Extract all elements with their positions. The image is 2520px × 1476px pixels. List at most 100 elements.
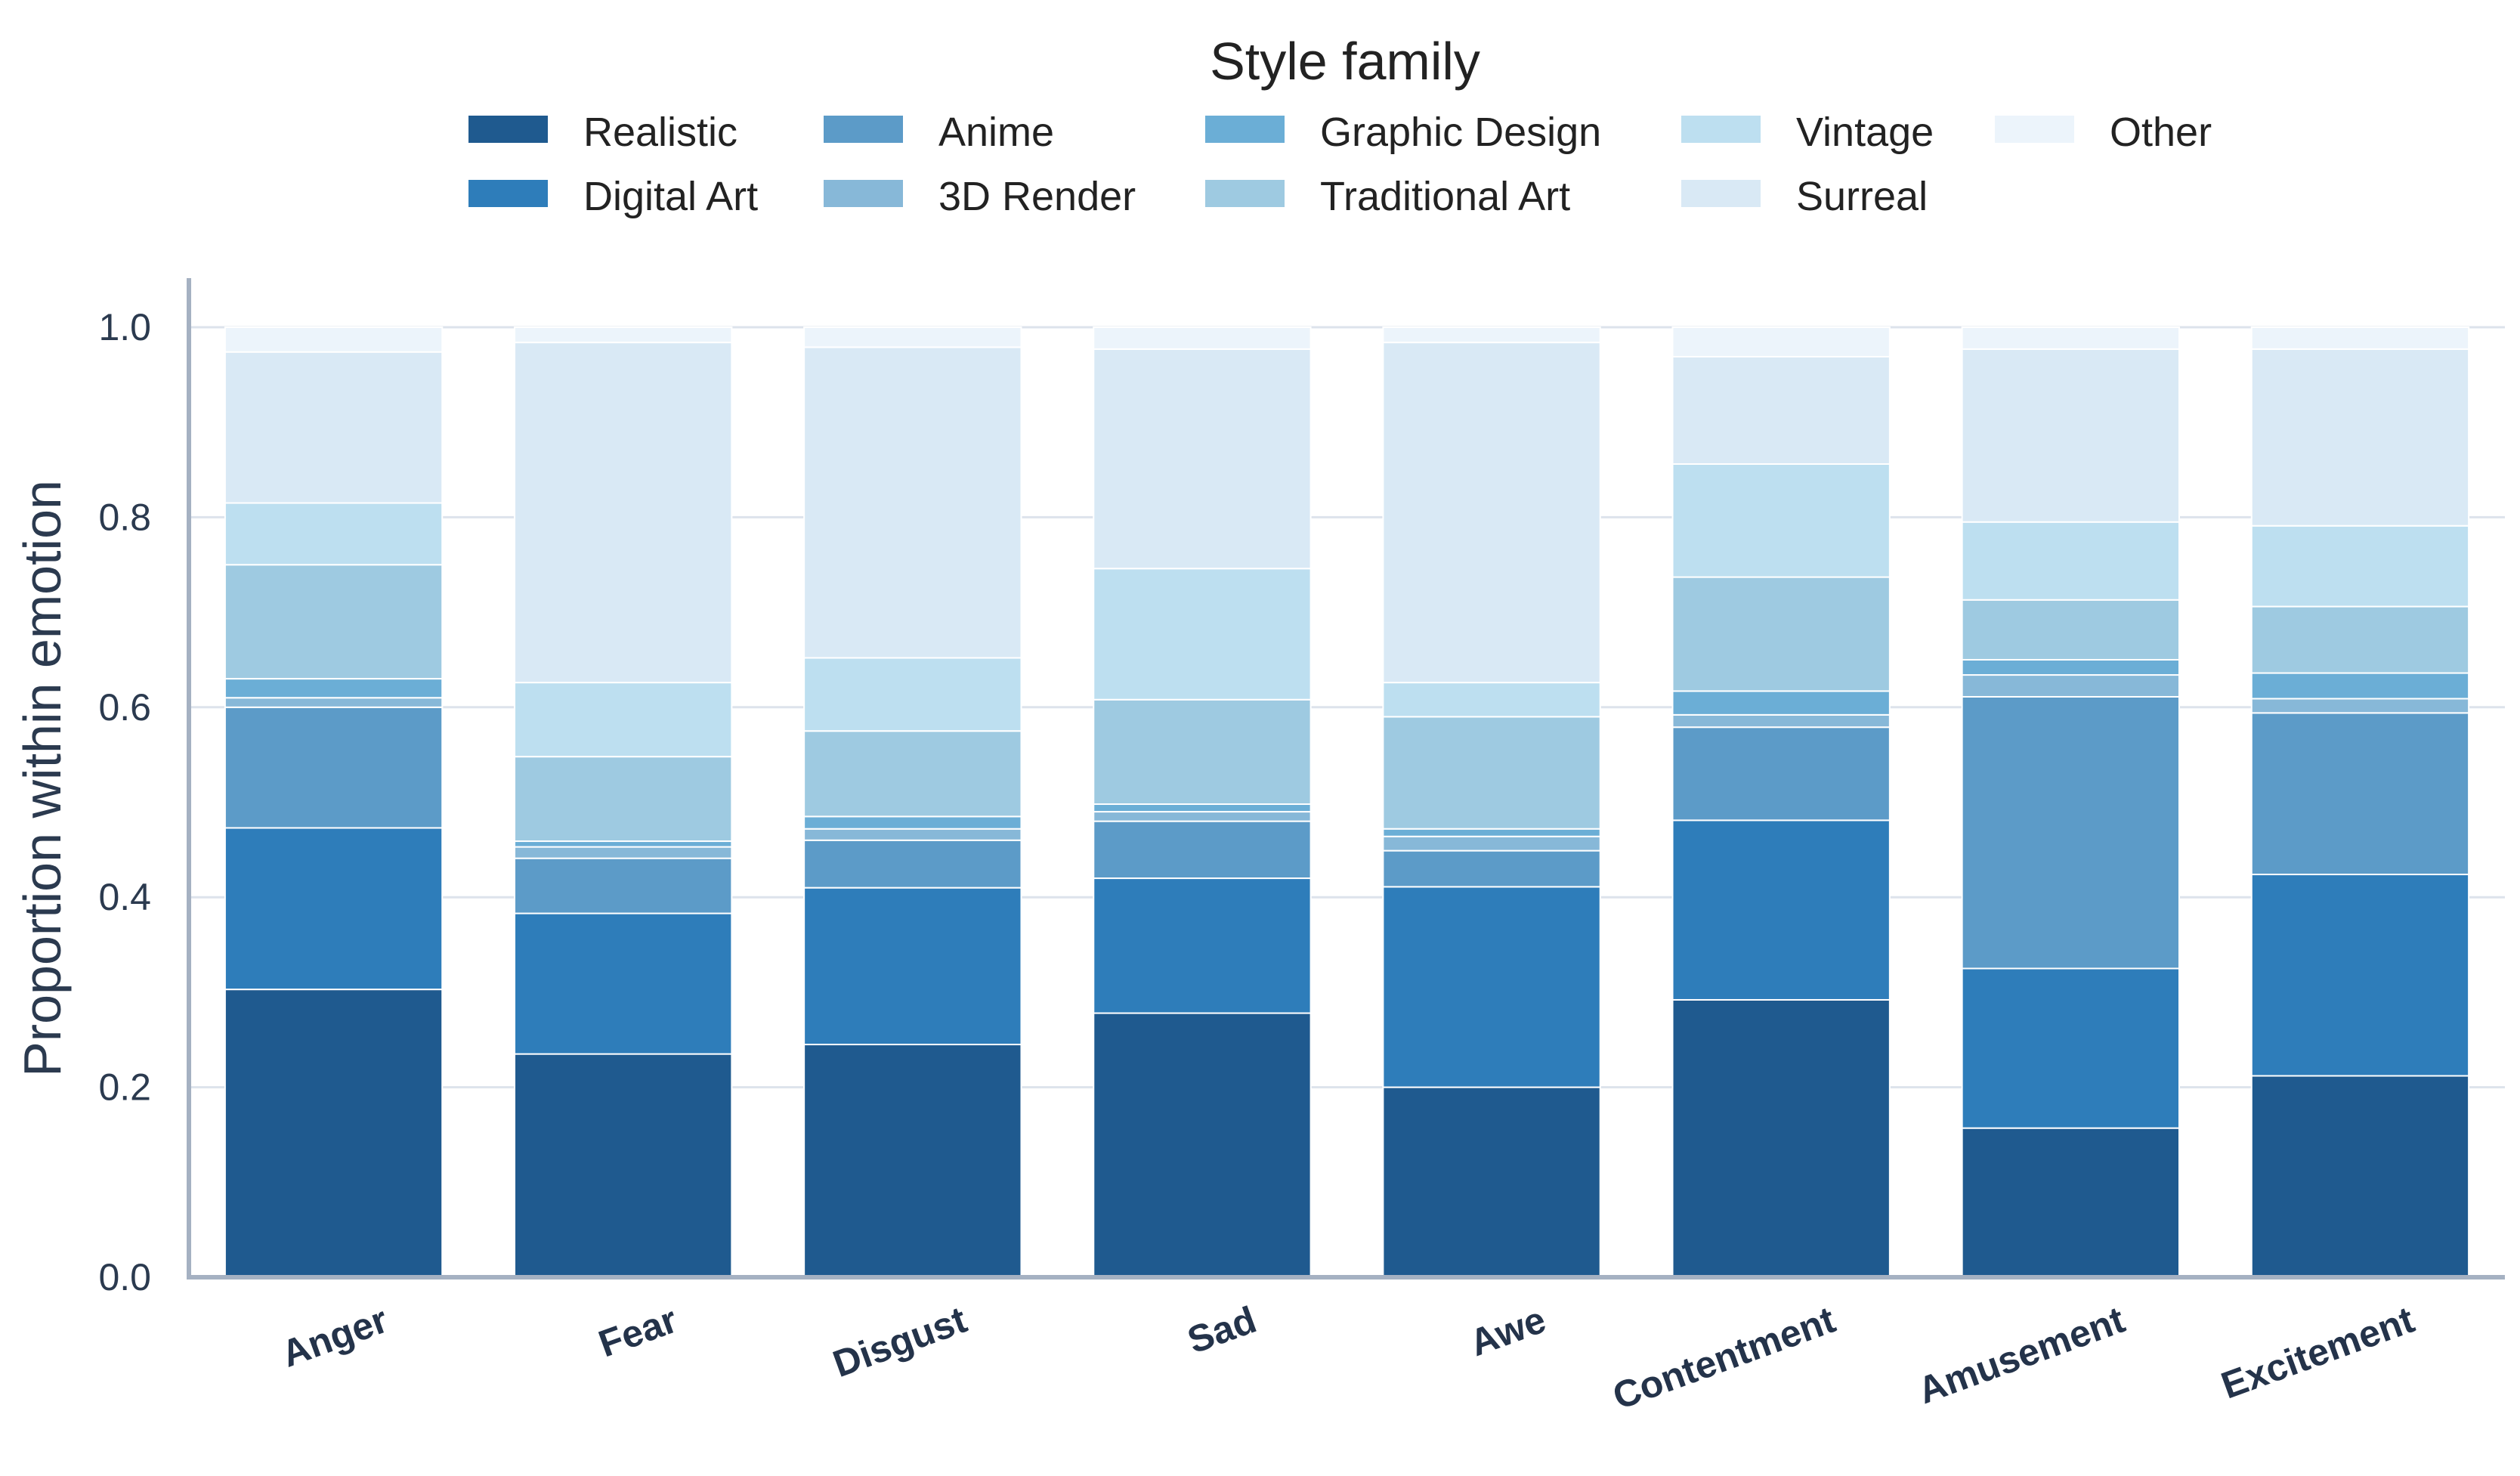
y-axis-label: Proportion within emotion (13, 480, 72, 1077)
bar-segment (1382, 886, 1601, 1088)
bar-segment (514, 1053, 733, 1278)
bar-segment (803, 839, 1022, 889)
bar-segment (1093, 811, 1312, 822)
bar-segment (2250, 712, 2470, 876)
x-tick-label: Contentment (1607, 1298, 1841, 1418)
bar-segment (1671, 326, 1891, 357)
bar-segment (1961, 695, 2180, 970)
bars (224, 326, 2470, 1279)
bar-segment (1382, 716, 1601, 830)
bar-segment (1961, 674, 2180, 698)
bar-segment (224, 502, 444, 566)
legend-label: Realistic (583, 110, 737, 155)
bar-segment (2250, 874, 2470, 1077)
bar-segment (224, 564, 444, 680)
bar-segment (1961, 348, 2180, 523)
bar-segment (1671, 576, 1891, 692)
bar-segment (1382, 849, 1601, 888)
bar-segment (1093, 877, 1312, 1014)
y-tick-label: 0.0 (98, 1256, 151, 1298)
bar-segment (1382, 326, 1601, 344)
bar-segment (224, 326, 444, 353)
x-tick-label: Sad (1182, 1298, 1261, 1362)
legend-label: Surreal (1796, 174, 1928, 219)
bar-segment (514, 342, 733, 684)
bar-segment (514, 840, 733, 848)
bar-segment (2250, 672, 2470, 700)
bar-segment (1093, 698, 1312, 806)
bar-segment (224, 351, 444, 504)
bar-segment (1671, 463, 1891, 578)
bar-segment (1961, 521, 2180, 601)
bar-segment (2250, 605, 2470, 674)
bar-segment (1093, 820, 1312, 880)
bar-segment (1671, 819, 1891, 1001)
legend-swatch (468, 180, 548, 207)
legend-swatch (824, 180, 903, 207)
bar-segment (1961, 599, 2180, 661)
bar-segment (1093, 348, 1312, 570)
bar-segment (803, 1044, 1022, 1279)
x-tick-label: Anger (276, 1298, 393, 1375)
x-tick-labels: Anger Fear Disgust Sad Awe Contentment Amuseme… (276, 1298, 2420, 1418)
bar-segment (224, 706, 444, 829)
bar-segment (1671, 355, 1891, 466)
y-tick-label: 0.8 (98, 496, 151, 538)
legend-label: Anime (938, 110, 1054, 155)
axes (187, 278, 2505, 1280)
legend-swatch (468, 116, 548, 143)
legend-swatch (1205, 180, 1285, 207)
bar-segment (1382, 1086, 1601, 1278)
bar-segment (514, 756, 733, 843)
x-tick-label: Disgust (827, 1298, 972, 1385)
bar-segment (2250, 698, 2470, 714)
legend: Realistic Digital Art Anime 3D Render Graphi… (468, 110, 2212, 219)
bar-segment (1961, 326, 2180, 350)
bar-segment (514, 846, 733, 859)
y-tick-label: 0.4 (98, 876, 151, 918)
bar-segment (2250, 326, 2470, 350)
x-tick-label: Excitement (2215, 1298, 2420, 1407)
y-tick-labels: 0.0 0.2 0.4 0.6 0.8 1.0 (98, 306, 151, 1298)
legend-label: Other (2110, 110, 2212, 155)
bar-segment (1382, 835, 1601, 852)
bar-segment (1382, 682, 1601, 718)
bar-segment (514, 912, 733, 1055)
bar-segment (803, 828, 1022, 841)
bar-segment (803, 815, 1022, 830)
bar-segment (224, 989, 444, 1279)
bar-segment (224, 678, 444, 699)
x-tick-label: Fear (593, 1298, 682, 1366)
x-tick-label: Awe (1464, 1298, 1551, 1364)
bar-segment (803, 657, 1022, 732)
bar-segment (514, 682, 733, 758)
bar-segment (1671, 713, 1891, 729)
bar-segment (1671, 998, 1891, 1279)
bar-segment (2250, 348, 2470, 527)
legend-swatch (1681, 116, 1761, 143)
bar-segment (1093, 568, 1312, 701)
legend-label: 3D Render (938, 174, 1136, 219)
bar-segment (803, 730, 1022, 818)
y-tick-label: 1.0 (98, 306, 151, 348)
bar-segment (2250, 524, 2470, 608)
legend-swatch (1995, 116, 2074, 143)
bar-segment (224, 697, 444, 708)
y-tick-label: 0.2 (98, 1066, 151, 1109)
bar-segment (1093, 803, 1312, 813)
bar-segment (224, 827, 444, 991)
legend-label: Digital Art (583, 174, 758, 219)
bar-segment (1961, 967, 2180, 1129)
bar-segment (514, 857, 733, 914)
bar-segment (1382, 342, 1601, 684)
legend-swatch (1205, 116, 1285, 143)
legend-label: Traditional Art (1320, 174, 1570, 219)
bar-segment (803, 346, 1022, 659)
bar-segment (514, 326, 733, 344)
bar-segment (1093, 326, 1312, 350)
bar-segment (1382, 828, 1601, 837)
legend-title: Style family (1210, 32, 1480, 91)
bar-segment (1671, 690, 1891, 716)
bar-segment (1961, 658, 2180, 676)
